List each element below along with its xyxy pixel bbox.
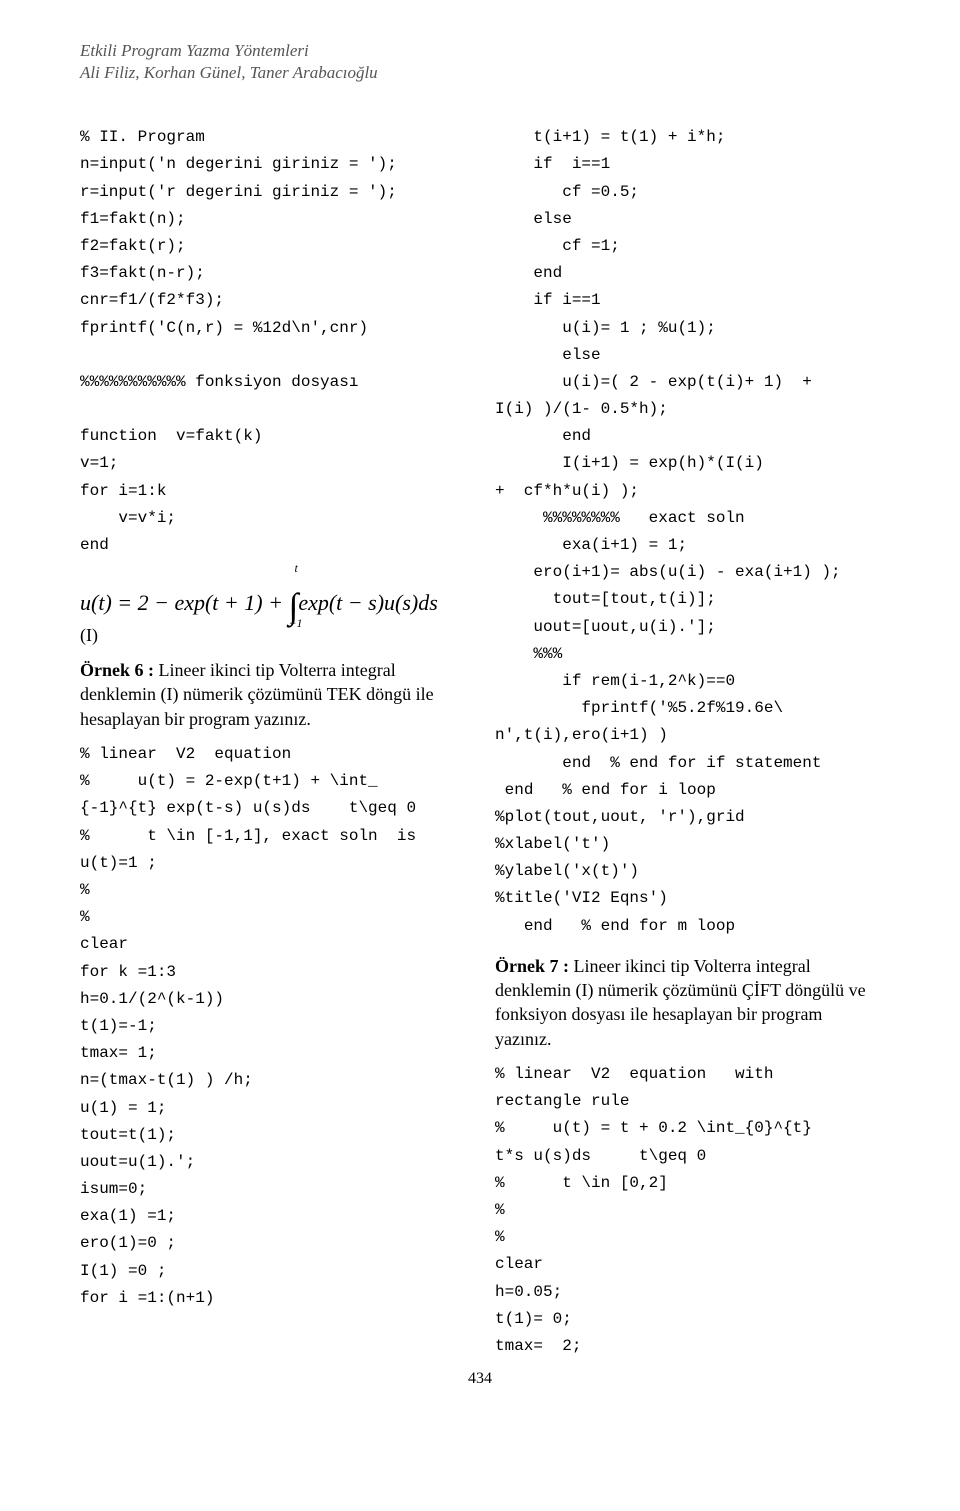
example-7-label: Örnek 7 :	[495, 956, 569, 976]
code-block-2: % linear V2 equation % u(t) = 2-exp(t+1)…	[80, 741, 465, 1312]
left-column: % II. Program n=input('n degerini girini…	[80, 124, 465, 1360]
example-6-text: Örnek 6 : Lineer ikinci tip Volterra int…	[80, 658, 465, 731]
page-header: Etkili Program Yazma Yöntemleri Ali Fili…	[80, 40, 880, 84]
header-line-2: Ali Filiz, Korhan Günel, Taner Arabacıoğ…	[80, 62, 880, 84]
code-block-4: % linear V2 equation with rectangle rule…	[495, 1061, 880, 1360]
integral-formula: u(t) = 2 − exp(t + 1) + t∫−1exp(t − s)u(…	[80, 577, 465, 619]
code-block-3: t(i+1) = t(1) + i*h; if i==1 cf =0.5; el…	[495, 124, 880, 940]
header-line-1: Etkili Program Yazma Yöntemleri	[80, 40, 880, 62]
code-block-1: % II. Program n=input('n degerini girini…	[80, 124, 465, 559]
page-number: 434	[80, 1370, 880, 1388]
page: Etkili Program Yazma Yöntemleri Ali Fili…	[0, 0, 960, 1428]
content-columns: % II. Program n=input('n degerini girini…	[80, 124, 880, 1360]
example-6-label: Örnek 6 :	[80, 660, 154, 680]
example-7-text: Örnek 7 : Lineer ikinci tip Volterra int…	[495, 954, 880, 1051]
formula-label: (I)	[80, 625, 465, 646]
right-column: t(i+1) = t(1) + i*h; if i==1 cf =0.5; el…	[495, 124, 880, 1360]
